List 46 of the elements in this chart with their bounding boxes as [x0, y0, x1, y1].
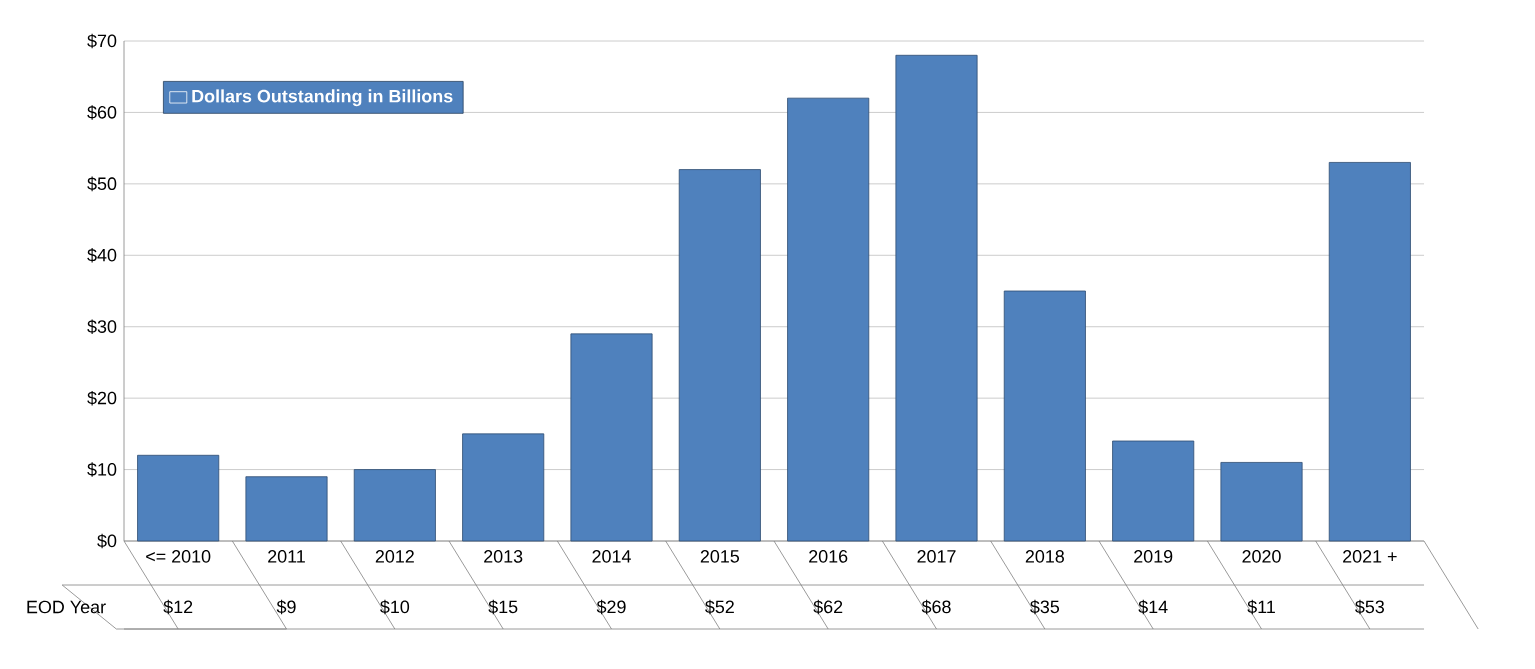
x-tick-label: 2019 [1134, 550, 1173, 563]
data-label: $9 [276, 599, 296, 615]
y-tick-label: $20 [87, 390, 117, 406]
y-tick-label: $70 [87, 33, 117, 49]
data-label: $12 [163, 599, 193, 615]
x-tick-label: 2012 [375, 550, 414, 563]
bar [245, 476, 328, 542]
bar [137, 454, 220, 542]
data-label: $68 [921, 599, 951, 615]
y-tick-label: $50 [87, 176, 117, 192]
bar [1003, 290, 1086, 542]
y-tick-label: $0 [97, 533, 117, 549]
bar [353, 469, 436, 542]
x-tick-label: 2011 [268, 550, 305, 563]
bar [570, 333, 653, 542]
bar [1112, 440, 1195, 542]
bar [895, 54, 978, 542]
bar [678, 169, 761, 542]
x-tick-label: 2017 [917, 550, 956, 563]
data-label: $14 [1138, 599, 1168, 615]
data-label: $11 [1247, 599, 1275, 615]
data-label: $15 [488, 599, 518, 615]
y-tick-label: $10 [87, 462, 117, 477]
bar [787, 97, 870, 542]
bar [462, 433, 545, 542]
data-label: $35 [1030, 599, 1060, 615]
x-tick-label: <= 2010 [146, 550, 211, 563]
y-tick-label: $30 [87, 319, 117, 334]
data-label: $52 [705, 599, 734, 615]
x-tick-label: 2013 [484, 550, 523, 563]
bar [1220, 462, 1303, 542]
data-label: $53 [1355, 599, 1385, 615]
data-label: $10 [380, 599, 410, 615]
x-tick-label: 2021 + [1343, 550, 1397, 563]
bar [1328, 162, 1411, 542]
x-tick-label: 2015 [700, 550, 740, 563]
x-tick-label: 2018 [1025, 550, 1064, 563]
x-tick-label: 2020 [1242, 550, 1281, 563]
x-tick-label: 2016 [809, 550, 848, 563]
y-tick-label: $60 [87, 105, 117, 120]
x-tick-label: 2014 [592, 550, 631, 563]
data-label: $62 [813, 599, 843, 615]
legend-label: Dollars Outstanding in Billions [192, 89, 453, 107]
x-axis-title: EOD Year [27, 600, 106, 614]
y-tick-label: $40 [87, 248, 117, 263]
data-label: $29 [596, 599, 626, 615]
